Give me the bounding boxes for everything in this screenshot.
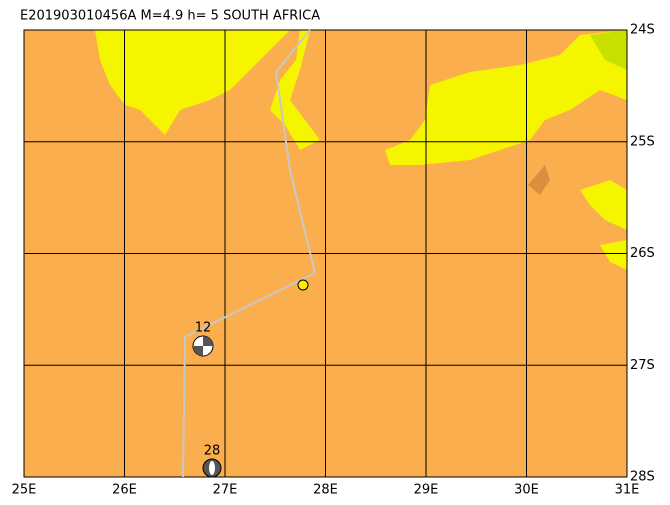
title: E201903010456A M=4.9 h= 5 SOUTH AFRICA	[20, 9, 320, 24]
epicenter	[297, 279, 309, 291]
lon-label: 28E	[313, 483, 338, 498]
lon-label: 31E	[615, 483, 640, 498]
lat-label: 24S	[630, 23, 655, 38]
highland	[600, 240, 627, 270]
beachball	[202, 458, 222, 478]
map-frame	[23, 29, 628, 478]
lat-label: 28S	[630, 470, 655, 485]
peak	[528, 165, 550, 195]
highland	[580, 180, 627, 230]
highland	[385, 30, 627, 165]
station-label: 12	[195, 321, 212, 336]
fault-trace	[182, 29, 317, 478]
lon-label: 26E	[112, 483, 137, 498]
lon-label: 25E	[12, 483, 37, 498]
lat-label: 27S	[630, 358, 655, 373]
lat-label: 26S	[630, 246, 655, 261]
peak	[590, 30, 627, 70]
lon-label: 27E	[213, 483, 238, 498]
lon-label: 29E	[414, 483, 439, 498]
highland	[95, 30, 290, 135]
lon-label: 30E	[514, 483, 539, 498]
beachball	[192, 335, 214, 357]
lat-label: 25S	[630, 134, 655, 149]
station-label: 28	[204, 444, 221, 459]
